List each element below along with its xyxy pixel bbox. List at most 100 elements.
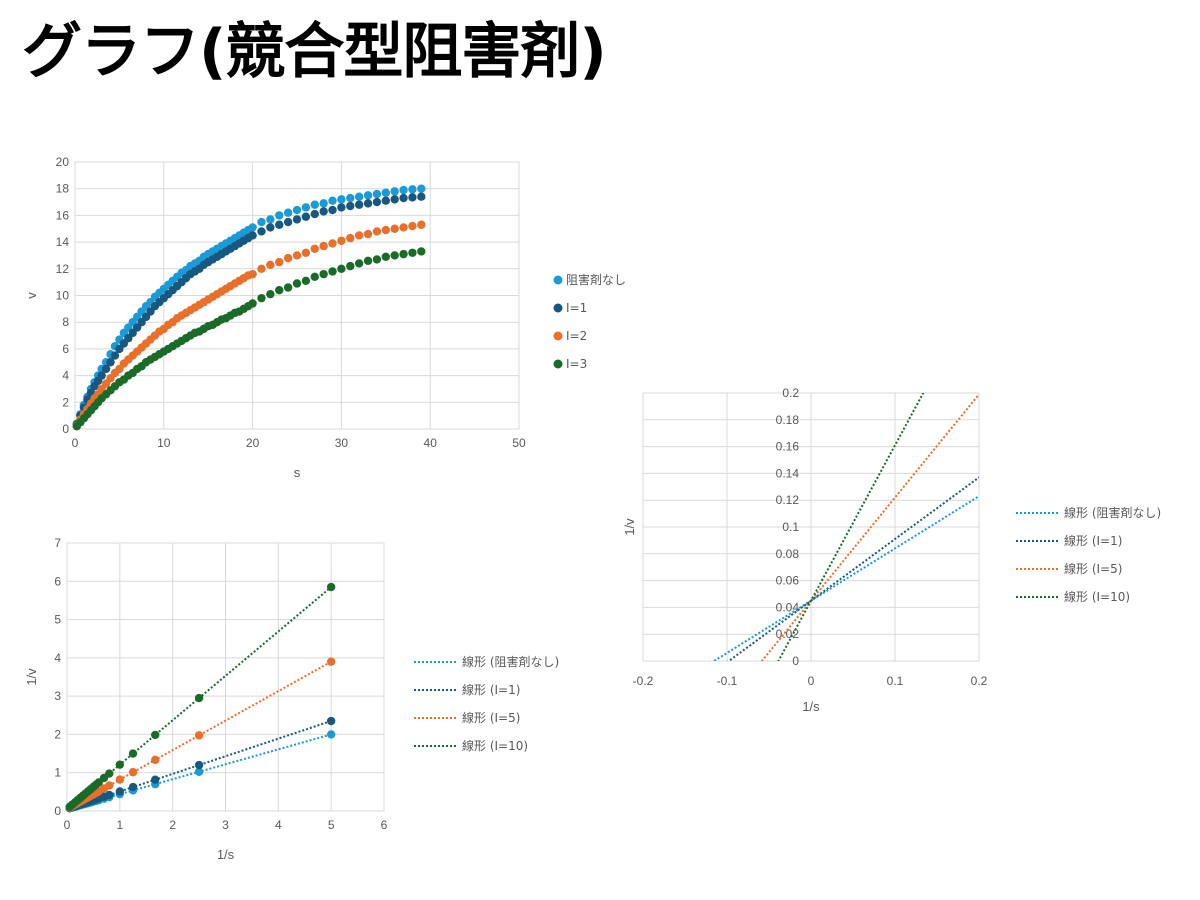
data-point-1 [363,191,373,200]
x-tick-label: 0.2 [971,674,988,688]
x-tick-label: 5 [328,818,335,832]
data-point-2 [275,220,284,229]
x-tick-label: 20 [246,436,260,450]
legend-entry: 線形 (阻害剤なし) [462,654,559,669]
y-tick-label: 4 [62,369,69,383]
data-point-2 [408,193,417,202]
legend-entry: I=2 [566,329,587,343]
data-point-3 [399,223,408,232]
data-point-1 [283,208,293,217]
data-point-4 [363,256,373,265]
data-point-4 [310,272,319,282]
data-point-4 [372,255,382,264]
data-point-2 [319,207,328,216]
data-point-4 [326,582,336,592]
y-tick-label: 0.14 [776,466,800,480]
y-tick-label: 6 [54,574,61,588]
y-tick-label: 12 [56,262,70,276]
y-tick-label: 0.2 [782,386,799,400]
legend-entry: I=1 [566,301,587,315]
data-point-1 [399,185,408,195]
data-point-4 [337,264,346,273]
data-point-1 [266,215,275,224]
data-point-3 [381,225,390,235]
legend-marker [553,331,563,341]
data-point-2 [151,775,160,784]
data-point-4 [275,285,284,295]
x-tick-label: 1 [116,818,123,832]
data-point-3 [266,260,275,269]
data-point-3 [326,657,336,666]
x-tick-label: 0 [808,674,815,688]
y-tick-label: 7 [54,536,61,550]
legend-entry: 線形 (I=1) [462,682,520,697]
legend-entry: 線形 (I=5) [1064,561,1122,576]
data-point-4 [301,276,311,286]
data-point-4 [328,267,337,276]
legend-entry: I=3 [566,357,587,371]
y-tick-label: 0 [54,804,61,818]
data-point-3 [390,224,399,233]
data-point-4 [151,730,160,740]
x-tick-label: 2 [169,818,176,832]
x-tick-label: 50 [512,436,526,450]
data-point-1 [319,199,328,208]
legend-entry: 線形 (I=1) [1064,533,1122,548]
data-point-4 [266,289,275,299]
y-tick-label: 0.08 [776,547,800,561]
x-tick-label: 10 [157,436,171,450]
data-point-4 [128,749,138,758]
data-point-2 [381,196,390,205]
data-point-2 [417,192,426,201]
legend-entry: 線形 (I=10) [462,738,528,753]
data-point-2 [399,193,408,203]
legend-entry: 阻害剤なし [566,272,626,287]
y-tick-label: 5 [54,613,61,627]
y-axis-title: 1/v [24,668,39,686]
y-tick-label: 2 [54,727,61,741]
x-axis-title: s [294,465,301,480]
trendline-3 [66,660,332,810]
y-tick-label: 3 [54,689,61,703]
trendline-4 [777,393,925,661]
x-tick-label: 0 [64,818,71,832]
data-point-4 [194,693,204,703]
data-point-3 [328,239,337,248]
y-tick-label: 4 [54,651,61,665]
y-tick-label: 20 [56,155,70,169]
y-tick-label: 0.06 [776,574,800,588]
y-tick-label: 18 [56,182,70,196]
x-tick-label: 40 [424,436,438,450]
data-point-3 [319,241,328,251]
legend-marker [553,275,563,285]
data-point-4 [105,769,114,778]
data-point-2 [337,203,346,212]
y-tick-label: 1 [54,766,61,780]
data-point-2 [266,223,275,232]
data-point-1 [310,200,319,209]
data-point-3 [257,264,266,273]
data-point-2 [248,231,257,240]
data-point-4 [381,252,390,261]
data-point-2 [97,371,106,380]
x-tick-label: 4 [275,818,282,832]
data-point-2 [390,195,399,204]
data-point-1 [346,193,355,203]
data-point-1 [417,184,426,193]
y-tick-label: 0 [62,422,69,436]
x-axis-title: 1/s [217,847,235,862]
x-tick-label: -0.2 [633,674,654,688]
y-tick-label: 10 [56,289,70,303]
data-point-3 [283,253,293,263]
data-point-2 [363,199,373,208]
plot-area [74,161,520,430]
legend-entry: 線形 (I=5) [462,710,520,725]
data-point-4 [115,760,125,769]
x-tick-label: 3 [222,818,229,832]
data-point-2 [101,364,111,374]
x-tick-label: 0.1 [887,674,904,688]
data-point-3 [292,251,302,260]
data-point-3 [194,731,204,740]
data-point-2 [310,209,319,219]
data-point-4 [417,247,426,256]
